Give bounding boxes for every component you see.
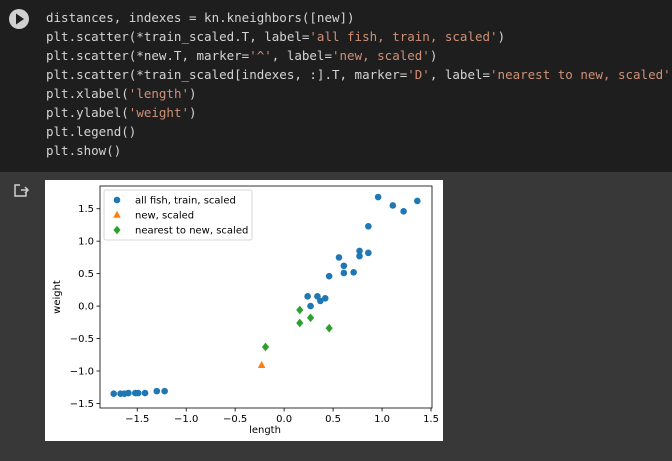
- point: [365, 249, 372, 257]
- code-token: 'D': [407, 67, 430, 82]
- code-line: plt.scatter(*new.T, marker='^', label='n…: [46, 48, 437, 63]
- code-token: plt.show(): [46, 143, 121, 158]
- point: [141, 389, 149, 397]
- code-cell: [0, 0, 672, 172]
- point: [113, 225, 121, 235]
- point: [340, 262, 348, 270]
- point: [296, 318, 304, 328]
- code-token: ): [671, 67, 672, 82]
- code-token: 'new, scaled': [332, 48, 430, 63]
- code-token: 'weight': [129, 105, 189, 120]
- code-line: plt.scatter(*train_scaled.T, label='all …: [46, 29, 505, 44]
- code-line: plt.legend(): [46, 124, 136, 139]
- point: [400, 208, 407, 215]
- point: [125, 389, 132, 397]
- code-token: , label=: [430, 67, 490, 82]
- code-token: '^': [249, 48, 272, 63]
- point: [261, 342, 270, 352]
- point: [365, 222, 372, 230]
- point: [321, 294, 329, 302]
- code-token: plt.scatter(*train_scaled.T, label=: [46, 29, 309, 44]
- legend-label: all fish, train, scaled: [135, 196, 236, 207]
- y-tick-label: 1.5: [78, 204, 94, 215]
- code-line: plt.scatter(*train_scaled[indexes, :].T,…: [46, 67, 672, 82]
- code-token: plt.ylabel(: [46, 105, 129, 120]
- point: [306, 313, 315, 323]
- code-line: plt.ylabel('weight'): [46, 105, 197, 120]
- code-token: plt.scatter(*new.T, marker=: [46, 48, 249, 63]
- x-tick-label: 1.0: [374, 414, 390, 425]
- code-token: 'length': [129, 86, 189, 101]
- y-tick-label: −1.5: [70, 399, 94, 410]
- y-axis-label: weight: [52, 280, 63, 314]
- legend: [103, 189, 253, 241]
- point: [307, 302, 314, 310]
- point: [317, 297, 324, 305]
- code-token: 'nearest to new, scaled': [490, 67, 671, 82]
- point: [414, 197, 421, 205]
- code-token: ): [498, 29, 506, 44]
- code-token: , label=: [272, 48, 332, 63]
- code-line: plt.xlabel('length'): [46, 86, 197, 101]
- legend-label: nearest to new, scaled: [135, 226, 248, 237]
- x-tick-label: 1.5: [423, 414, 439, 425]
- x-tick-label: 0.0: [276, 414, 292, 425]
- point: [110, 390, 118, 398]
- point: [161, 387, 168, 395]
- y-tick-label: 1.0: [78, 237, 94, 248]
- legend-label: new, scaled: [135, 211, 194, 222]
- code-token: ): [430, 48, 438, 63]
- code-token: plt.scatter(*train_scaled[indexes, :].T,…: [46, 67, 407, 82]
- x-tick-label: −1.0: [174, 414, 198, 425]
- x-axis-label: length: [249, 425, 281, 436]
- code-token: ): [189, 86, 197, 101]
- x-tick-label: −1.5: [125, 414, 149, 425]
- y-tick-label: −1.0: [70, 367, 94, 378]
- point: [134, 389, 142, 397]
- point: [356, 252, 363, 260]
- point: [389, 202, 397, 209]
- point: [296, 305, 304, 315]
- code-line: distances, indexes = kn.kneighbors([new]…: [46, 10, 355, 25]
- y-tick-label: 0.0: [78, 302, 94, 313]
- code-token: ): [189, 105, 197, 120]
- point: [340, 269, 348, 277]
- x-tick-label: 0.5: [325, 414, 341, 425]
- code-token: plt.legend(): [46, 124, 136, 139]
- x-tick-label: −0.5: [223, 414, 247, 425]
- point: [335, 254, 343, 261]
- point: [257, 360, 266, 368]
- run-button[interactable]: [9, 9, 29, 29]
- plot-frame: [99, 185, 433, 409]
- point: [113, 210, 121, 218]
- point: [304, 293, 311, 300]
- point: [325, 323, 333, 333]
- code-line: plt.show(): [46, 143, 121, 158]
- point: [325, 272, 333, 280]
- y-tick-label: 0.5: [78, 269, 94, 280]
- point: [350, 269, 357, 276]
- point: [153, 387, 161, 395]
- code-token: distances, indexes = kn.kneighbors([new]…: [46, 10, 355, 25]
- output-icon[interactable]: [14, 184, 30, 197]
- y-tick-label: −0.5: [70, 334, 94, 345]
- point: [356, 247, 363, 255]
- code-token: 'all fish, train, scaled': [309, 29, 497, 44]
- code-token: plt.xlabel(: [46, 86, 129, 101]
- point: [374, 193, 382, 201]
- point: [113, 196, 121, 204]
